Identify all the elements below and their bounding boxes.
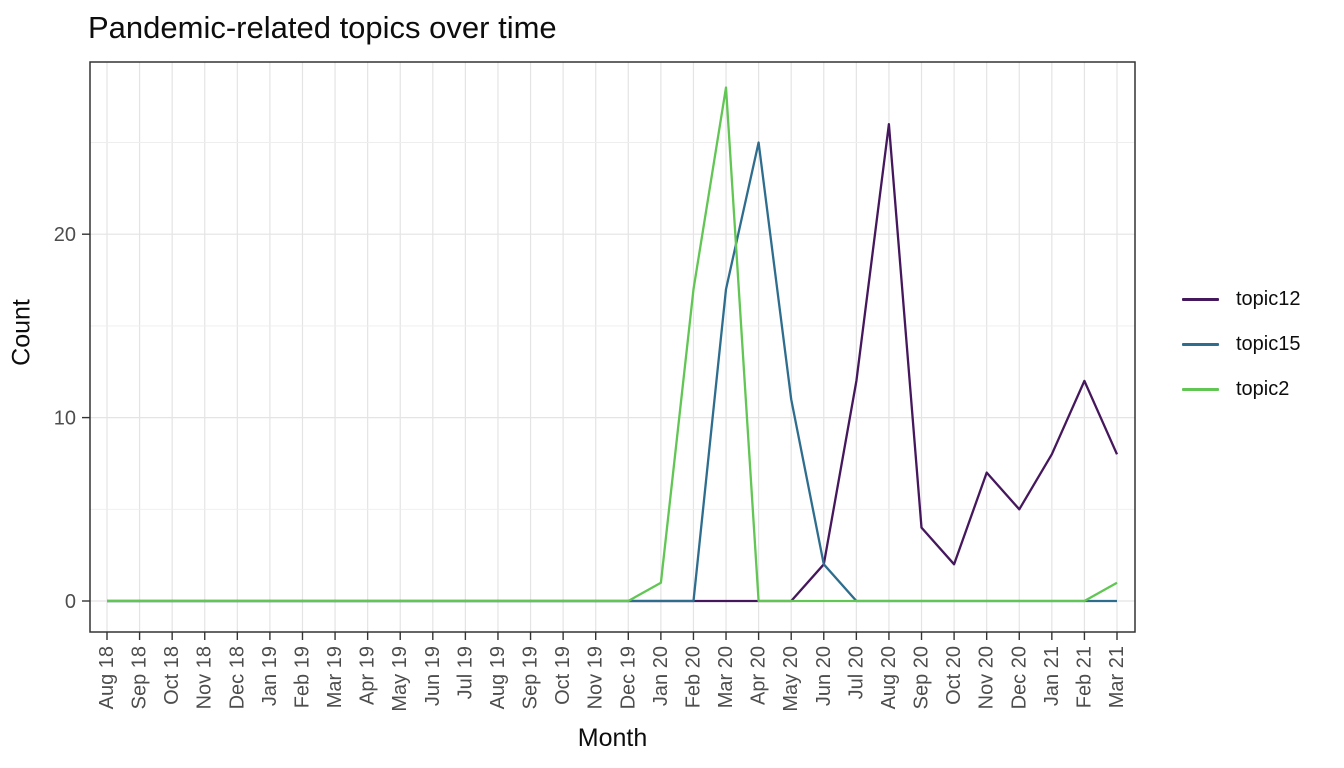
x-tick-label: Sep 19 [520, 646, 542, 709]
legend-key-line [1182, 343, 1219, 346]
x-tick-label: Mar 20 [715, 646, 737, 708]
x-tick-label: Jul 19 [454, 646, 476, 699]
legend-label: topic15 [1236, 333, 1301, 355]
x-tick-label: Oct 18 [161, 646, 183, 705]
x-tick-label: Oct 19 [552, 646, 574, 705]
x-tick-label: Jun 19 [422, 646, 444, 706]
chart-title: Pandemic-related topics over time [88, 10, 557, 45]
x-tick-label: May 20 [780, 646, 802, 712]
legend-item: topic15 [1182, 322, 1301, 367]
x-tick-label: May 19 [389, 646, 411, 712]
legend-label: topic12 [1236, 288, 1301, 310]
legend-label: topic2 [1236, 378, 1290, 400]
x-tick-label: Apr 19 [357, 646, 379, 705]
y-axis-title: Count [7, 299, 36, 366]
x-tick-label: Feb 21 [1073, 646, 1095, 708]
x-tick-label: Jul 20 [845, 646, 867, 699]
x-tick-label: Jan 19 [259, 646, 281, 706]
legend-key-line [1182, 298, 1219, 301]
x-tick-label: Dec 20 [1008, 646, 1030, 709]
x-tick-label: Jan 20 [650, 646, 672, 706]
x-tick-label: Nov 19 [585, 646, 607, 709]
x-tick-label: Sep 18 [129, 646, 151, 709]
x-tick-label: Aug 19 [487, 646, 509, 709]
x-tick-label: Nov 20 [976, 646, 998, 709]
x-axis-title: Month [577, 724, 648, 752]
y-tick-label: 0 [65, 591, 76, 613]
series-line-topic2 [107, 86, 1118, 603]
x-tick-label: Aug 18 [96, 646, 118, 709]
x-tick-label: Apr 20 [748, 646, 770, 705]
x-tick-label: Dec 18 [226, 646, 248, 709]
y-tick-label: 20 [54, 224, 76, 246]
x-tick-label: Nov 18 [194, 646, 216, 709]
x-tick-label: Dec 19 [617, 646, 639, 709]
x-tick-label: Feb 20 [682, 646, 704, 708]
x-tick-label: Aug 20 [878, 646, 900, 709]
legend: topic12 topic15 topic2 [1182, 277, 1301, 412]
legend-item: topic2 [1182, 367, 1301, 412]
series-line-topic12 [107, 123, 1119, 603]
x-tick-label: Jan 21 [1041, 646, 1063, 706]
y-tick-label: 10 [54, 408, 76, 430]
panel-border [89, 61, 1136, 633]
x-tick-label: Jun 20 [813, 646, 835, 706]
x-tick-label: Mar 21 [1106, 646, 1128, 708]
x-tick-label: Mar 19 [324, 646, 346, 708]
legend-item: topic12 [1182, 277, 1301, 322]
x-tick-label: Feb 19 [291, 646, 313, 708]
legend-key-line [1182, 388, 1219, 391]
x-tick-label: Oct 20 [943, 646, 965, 705]
x-tick-label: Sep 20 [911, 646, 933, 709]
